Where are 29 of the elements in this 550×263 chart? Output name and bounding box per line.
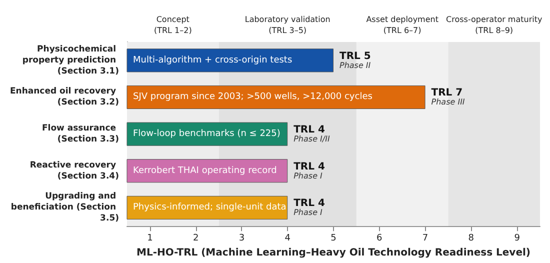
data-label: TRL 7 Phase III [431, 88, 466, 107]
x-tick-label: 2 [192, 234, 199, 244]
x-tick-label: 8 [468, 234, 474, 244]
y-tick-label: Flow assurance (Section 3.3) [42, 124, 120, 145]
data-label: TRL 4 Phase I [294, 198, 325, 218]
x-tick-label: 9 [514, 234, 520, 244]
x-tick-label: 5 [330, 234, 336, 244]
x-tick-label: 3 [238, 234, 245, 244]
y-tick-label: Upgrading and beneficiation (Section 3.5) [10, 192, 120, 224]
x-axis-title: ML-HO-TRL (Machine Learning–Heavy Oil Technology Readiness Level) [136, 248, 530, 258]
x-tick-label: 1 [147, 234, 153, 244]
y-tick-label: Reactive recovery (Section 3.4) [30, 160, 120, 182]
y-tick-label: Physicochemical property prediction (Section 3.1) [22, 44, 120, 76]
data-label: TRL 4 Phase I [294, 161, 325, 180]
annotation: SJV program since 2003; >500 wells, >12,000 cycles [133, 92, 373, 102]
band-label: Cross-operator maturity (TRL 8–9) [446, 15, 542, 35]
x-tick-label: 4 [284, 234, 291, 244]
data-label: TRL 4 Phase I/II [294, 124, 330, 144]
annotation: Multi-algorithm + cross-origin tests [133, 55, 292, 66]
x-tick-label: 7 [422, 234, 428, 244]
annotation: Flow-loop benchmarks (n ≤ 225) [133, 129, 280, 140]
band-label: Asset deployment (TRL 6–7) [366, 15, 438, 35]
y-tick-label: Enhanced oil recovery (Section 3.2) [10, 86, 120, 108]
annotation: Physics-informed; single-unit data [133, 202, 286, 213]
x-tick-label: 6 [376, 234, 383, 244]
band-label: Concept (TRL 1–2) [154, 15, 192, 35]
band-label: Laboratory validation (TRL 3–5) [244, 15, 330, 35]
data-label: TRL 5 Phase II [340, 50, 372, 70]
annotation: Kerrobert THAI operating record [133, 166, 277, 176]
